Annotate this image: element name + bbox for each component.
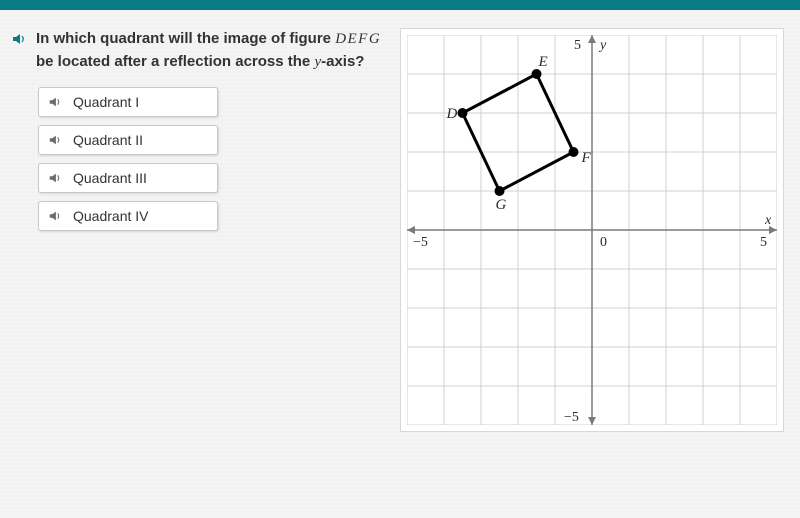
answer-label: Quadrant II [73,132,143,148]
svg-text:y: y [598,38,607,53]
audio-icon[interactable] [10,30,28,48]
graph-panel: 0 −5 5 5 −5 x y D E F G [400,28,784,432]
answer-button-q2[interactable]: Quadrant II [38,125,218,155]
svg-text:0: 0 [600,235,607,250]
question-prefix: In which quadrant will the image of figu… [36,30,335,47]
answer-list: Quadrant I Quadrant II Quadrant III Quad… [38,87,386,231]
answer-button-q3[interactable]: Quadrant III [38,163,218,193]
audio-icon[interactable] [47,132,63,148]
audio-icon[interactable] [47,94,63,110]
svg-text:G: G [496,197,507,213]
answer-button-q1[interactable]: Quadrant I [38,87,218,117]
svg-text:F: F [581,150,592,166]
question-text: In which quadrant will the image of figu… [36,28,386,73]
answer-button-q4[interactable]: Quadrant IV [38,201,218,231]
question-row: In which quadrant will the image of figu… [10,28,386,73]
svg-text:x: x [764,213,772,228]
question-middle: be located after a reflection across the [36,53,314,70]
audio-icon[interactable] [47,208,63,224]
svg-text:5: 5 [760,235,767,250]
question-suffix: -axis? [321,53,364,70]
svg-text:E: E [538,54,548,70]
content-area: In which quadrant will the image of figu… [0,10,800,518]
svg-text:−5: −5 [413,235,428,250]
audio-icon[interactable] [47,170,63,186]
svg-text:5: 5 [574,38,581,53]
question-figure-name: DEFG [335,31,381,47]
answer-label: Quadrant I [73,94,139,110]
coordinate-graph: 0 −5 5 5 −5 x y D E F G [407,35,777,425]
svg-text:−5: −5 [564,410,579,425]
question-column: In which quadrant will the image of figu… [0,10,400,518]
answer-label: Quadrant III [73,170,147,186]
top-bar [0,0,800,10]
answer-label: Quadrant IV [73,208,149,224]
svg-text:D: D [446,106,458,122]
graph-column: 0 −5 5 5 −5 x y D E F G [400,10,800,518]
